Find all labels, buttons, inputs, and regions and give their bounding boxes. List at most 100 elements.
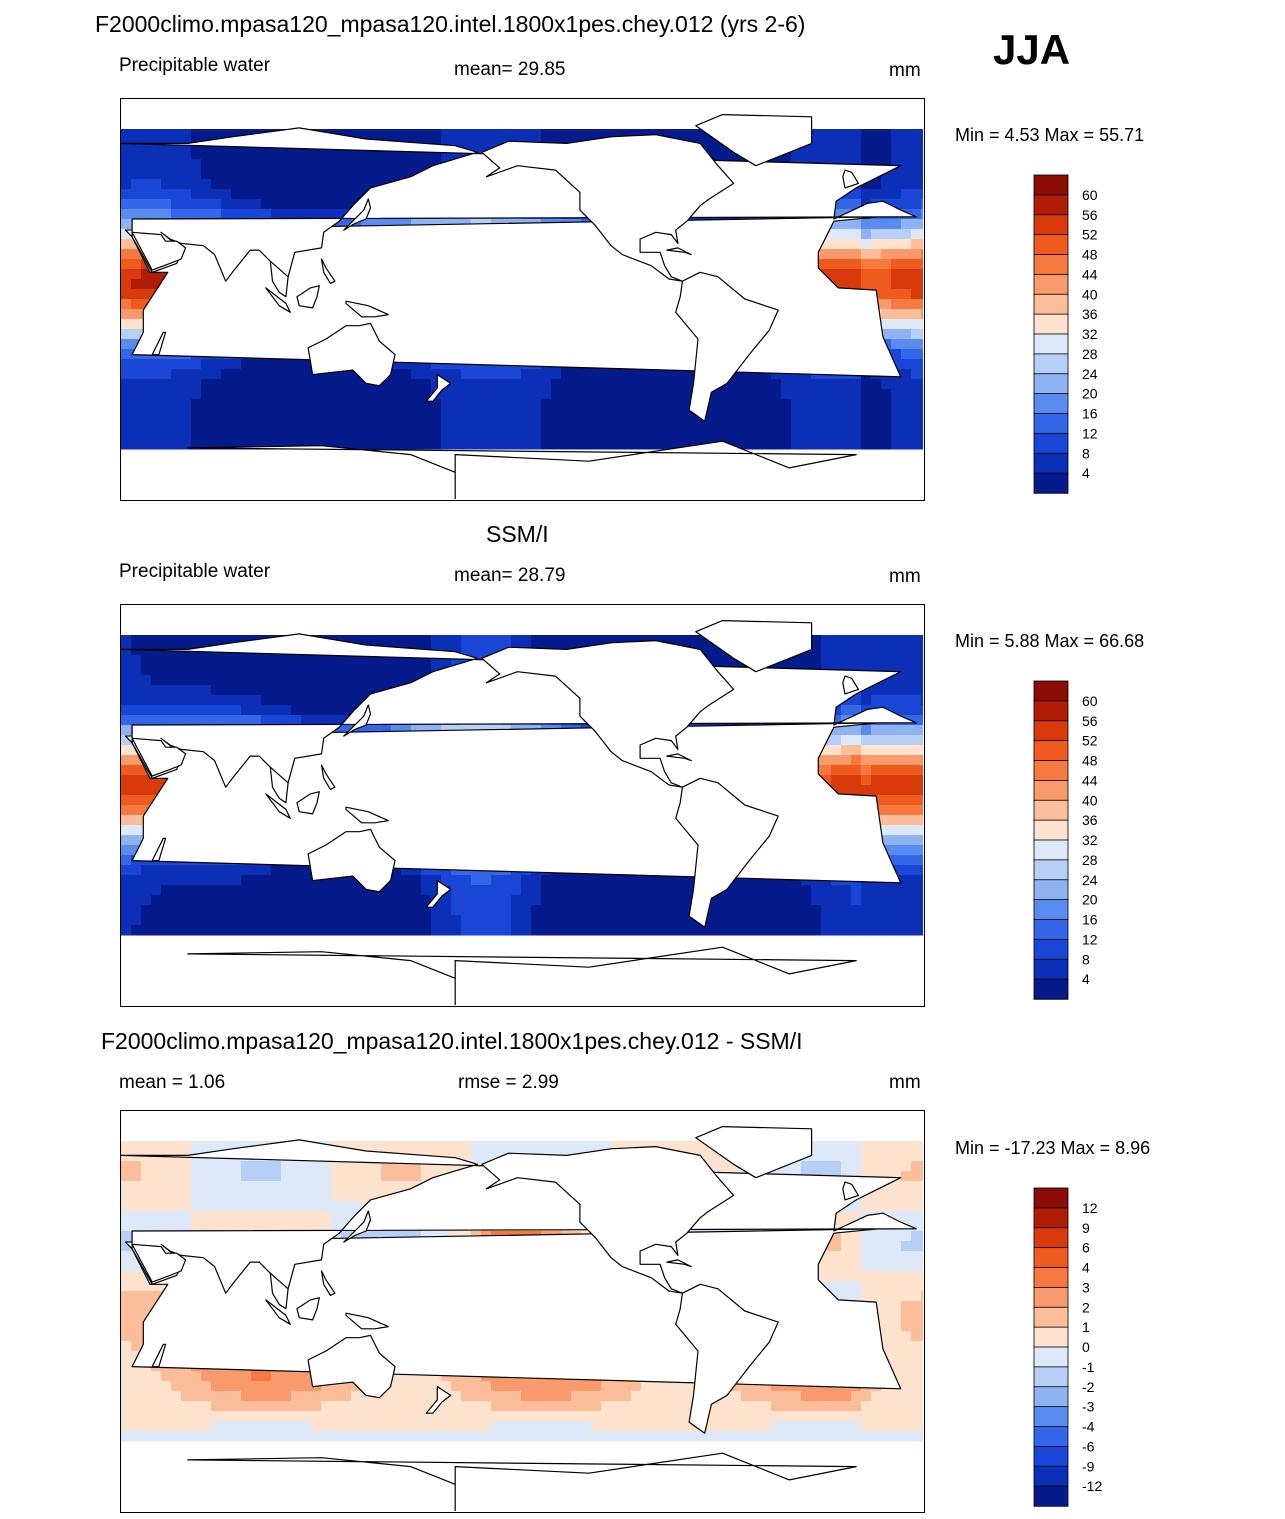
colorbar-box [1033, 1267, 1069, 1289]
panel-title: F2000climo.mpasa120_mpasa120.intel.1800x… [95, 11, 806, 37]
colorbar-tick-label: 6 [1082, 1240, 1090, 1256]
map-model [120, 98, 925, 501]
colorbar-tick-label: 36 [1082, 306, 1098, 322]
colorbar-box [1033, 958, 1069, 980]
colorbar-tick-label: 60 [1082, 693, 1098, 709]
colorbar-tick-label: -9 [1082, 1458, 1095, 1474]
variable-label: Precipitable water [119, 55, 271, 76]
colorbar-diff: 12 9 6 4 3 2 1 0 -1 -2 -3 -4 -6 -9 -12 [1033, 1187, 1184, 1507]
coastlines [121, 114, 917, 499]
season-label: JJA [993, 26, 1071, 73]
colorbar-tick-label: 36 [1082, 812, 1098, 828]
colorbar-tick-label: 20 [1082, 386, 1098, 402]
colorbar-tick-label: 20 [1082, 892, 1098, 908]
colorbar-box [1033, 1346, 1069, 1368]
colorbar-svg: 12 9 6 4 3 2 1 0 -1 -2 -3 -4 -6 -9 -12 [1033, 1187, 1102, 1507]
colorbar-box [1033, 1286, 1069, 1308]
colorbar-box [1033, 293, 1069, 315]
colorbar-tick-label: 60 [1082, 187, 1098, 203]
rmse-label: rmse = 2.99 [458, 1072, 559, 1093]
colorbar-box [1033, 1306, 1069, 1328]
colorbar-tick-label: 3 [1082, 1279, 1090, 1295]
units-label: mm [889, 1072, 921, 1093]
map-obs [120, 604, 925, 1007]
map-diff [120, 1110, 925, 1513]
colorbar-box [1033, 1326, 1069, 1348]
colorbar-box [1033, 839, 1069, 861]
colorbar-box [1033, 978, 1069, 1000]
colorbar-tick-label: 4 [1082, 971, 1090, 987]
colorbar-box [1033, 1227, 1069, 1249]
colorbar-box [1033, 1485, 1069, 1507]
colorbar-model: 60 56 52 48 44 40 36 32 28 24 20 16 12 8 4 [1033, 174, 1184, 494]
colorbar-box [1033, 432, 1069, 454]
colorbar-box [1033, 1406, 1069, 1428]
colorbar-tick-label: 12 [1082, 1200, 1098, 1216]
colorbar-tick-label: -6 [1082, 1438, 1095, 1454]
mean-label: mean= 28.79 [454, 565, 566, 586]
colorbar-tick-label: -4 [1082, 1419, 1095, 1435]
colorbar-tick-label: -2 [1082, 1379, 1095, 1395]
colorbar-box [1033, 373, 1069, 395]
colorbar-obs: 60 56 52 48 44 40 36 32 28 24 20 16 12 8 4 [1033, 680, 1184, 1000]
colorbar-tick-label: 0 [1082, 1339, 1090, 1355]
colorbar-tick-label: 44 [1082, 266, 1098, 282]
colorbar-box [1033, 1445, 1069, 1467]
colorbar-box [1033, 1465, 1069, 1487]
colorbar-box [1033, 819, 1069, 841]
colorbar-box [1033, 333, 1069, 355]
colorbar-box [1033, 859, 1069, 881]
panel-title: F2000climo.mpasa120_mpasa120.intel.1800x… [101, 1028, 803, 1054]
colorbar-box [1033, 899, 1069, 921]
colorbar-tick-label: 32 [1082, 832, 1098, 848]
colorbar-tick-label: 12 [1082, 931, 1098, 947]
colorbar-box [1033, 938, 1069, 960]
colorbar-box [1033, 1207, 1069, 1229]
colorbar-tick-label: 52 [1082, 227, 1098, 243]
colorbar-tick-label: 40 [1082, 286, 1098, 302]
colorbar-tick-label: 12 [1082, 425, 1098, 441]
colorbar-tick-label: 4 [1082, 1260, 1090, 1276]
colorbar-tick-label: 2 [1082, 1299, 1090, 1315]
map-obs-svg [121, 620, 923, 1005]
map-diff-svg [121, 1126, 923, 1511]
colorbar-box [1033, 700, 1069, 722]
colorbar-box [1033, 393, 1069, 415]
colorbar-box [1033, 413, 1069, 435]
colorbar-tick-label: 16 [1082, 406, 1098, 422]
colorbar-box [1033, 680, 1069, 702]
colorbar-svg: 60 56 52 48 44 40 36 32 28 24 20 16 12 8 4 [1033, 680, 1098, 1000]
colorbar-tick-label: 44 [1082, 772, 1098, 788]
colorbar-tick-label: 24 [1082, 366, 1098, 382]
colorbar-tick-label: 8 [1082, 951, 1090, 967]
colorbar-box [1033, 1426, 1069, 1448]
colorbar-box [1033, 799, 1069, 821]
min-max-label: Min = -17.23 Max = 8.96 [955, 1138, 1151, 1158]
colorbar-tick-label: 40 [1082, 792, 1098, 808]
colorbar-tick-label: -1 [1082, 1359, 1095, 1375]
colorbar-tick-label: -3 [1082, 1399, 1095, 1415]
colorbar-tick-label: 8 [1082, 445, 1090, 461]
colorbar-tick-label: 4 [1082, 465, 1090, 481]
map-model-svg [121, 114, 923, 499]
colorbar-box [1033, 1386, 1069, 1408]
colorbar-box [1033, 174, 1069, 196]
min-max-label: Min = 5.88 Max = 66.68 [955, 631, 1145, 651]
panel-title: SSM/I [486, 521, 549, 547]
colorbar-box [1033, 234, 1069, 256]
colorbar-box [1033, 720, 1069, 742]
colorbar-tick-label: 52 [1082, 733, 1098, 749]
colorbar-svg: 60 56 52 48 44 40 36 32 28 24 20 16 12 8 4 [1033, 174, 1098, 494]
units-label: mm [889, 60, 921, 81]
colorbar-tick-label: 16 [1082, 912, 1098, 928]
colorbar-box [1033, 472, 1069, 494]
colorbar-tick-label: 32 [1082, 326, 1098, 342]
units-label: mm [889, 566, 921, 587]
colorbar-tick-label: 28 [1082, 852, 1098, 868]
colorbar-box [1033, 1247, 1069, 1269]
colorbar-tick-label: 24 [1082, 872, 1098, 888]
colorbar-tick-label: -12 [1082, 1478, 1102, 1494]
colorbar-tick-label: 28 [1082, 346, 1098, 362]
variable-label: Precipitable water [119, 561, 271, 582]
min-max-label: Min = 4.53 Max = 55.71 [955, 125, 1145, 145]
